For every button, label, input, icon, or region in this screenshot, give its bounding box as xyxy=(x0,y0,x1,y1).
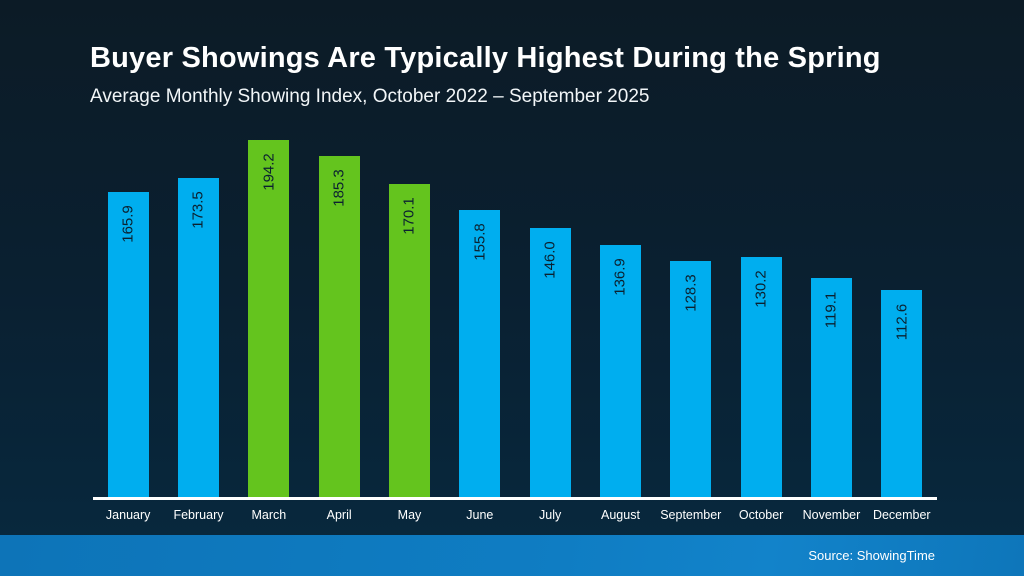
month-label-march: March xyxy=(251,508,287,522)
bar-column-april: 185.3 xyxy=(304,156,374,497)
month-label-october: October xyxy=(738,508,784,522)
bar-january: 165.9 xyxy=(107,192,149,497)
month-labels: January February March April May June July Augu… xyxy=(93,508,937,522)
source-label: Source: ShowingTime xyxy=(808,548,935,563)
month-label-december: December xyxy=(872,508,931,522)
bar-column-may: 170.1 xyxy=(374,184,444,497)
bar-may: 170.1 xyxy=(388,184,430,497)
month-label-september: September xyxy=(660,508,722,522)
month-label-february: February xyxy=(173,508,224,522)
bar-december: 112.6 xyxy=(881,290,923,497)
chart-title: Buyer Showings Are Typically Highest Dur… xyxy=(90,42,881,74)
bar-august: 136.9 xyxy=(599,245,641,497)
bar-value-label-august: 136.9 xyxy=(611,258,629,296)
bar-march: 194.2 xyxy=(248,140,290,497)
bar-column-july: 146.0 xyxy=(515,228,585,497)
bar-column-march: 194.2 xyxy=(234,140,304,497)
x-axis-line xyxy=(93,497,937,500)
footer-bar: Source: ShowingTime xyxy=(0,535,1024,576)
bar-column-february: 173.5 xyxy=(163,178,233,497)
bar-value-label-february: 173.5 xyxy=(189,191,207,229)
bar-value-label-september: 128.3 xyxy=(682,274,700,312)
header: Buyer Showings Are Typically Highest Dur… xyxy=(90,42,950,108)
bar-column-october: 130.2 xyxy=(726,257,796,497)
bars-container: 165.9 173.5 194.2 185.3 170.1 155.8 146.0 136.9… xyxy=(93,130,937,497)
bar-column-june: 155.8 xyxy=(445,210,515,497)
month-label-june: June xyxy=(466,508,494,522)
bar-february: 173.5 xyxy=(177,178,219,497)
bar-column-december: 112.6 xyxy=(867,290,937,497)
bar-june: 155.8 xyxy=(459,210,501,497)
bar-value-label-june: 155.8 xyxy=(471,223,489,261)
month-label-january: January xyxy=(105,508,151,522)
month-label-november: November xyxy=(802,508,861,522)
month-label-july: July xyxy=(539,508,562,522)
month-label-august: August xyxy=(601,508,640,522)
bar-value-label-july: 146.0 xyxy=(541,241,559,279)
bar-april: 185.3 xyxy=(318,156,360,497)
bar-column-august: 136.9 xyxy=(585,245,655,497)
bar-value-label-may: 170.1 xyxy=(400,197,418,235)
month-label-may: May xyxy=(397,508,422,522)
bar-value-label-january: 165.9 xyxy=(119,205,137,243)
bar-column-september: 128.3 xyxy=(656,261,726,497)
bar-chart: 165.9 173.5 194.2 185.3 170.1 155.8 146.0 136.9… xyxy=(93,130,937,497)
bar-value-label-december: 112.6 xyxy=(893,303,911,341)
bar-value-label-march: 194.2 xyxy=(260,153,278,191)
bar-value-label-april: 185.3 xyxy=(330,169,348,207)
bar-october: 130.2 xyxy=(740,257,782,497)
bar-value-label-november: 119.1 xyxy=(822,291,840,329)
bar-column-january: 165.9 xyxy=(93,192,163,497)
month-label-april: April xyxy=(326,508,352,522)
bar-column-november: 119.1 xyxy=(796,278,866,497)
chart-subtitle: Average Monthly Showing Index, October 2… xyxy=(90,86,650,108)
bar-july: 146.0 xyxy=(529,228,571,497)
bar-november: 119.1 xyxy=(810,278,852,497)
bar-september: 128.3 xyxy=(670,261,712,497)
bar-value-label-october: 130.2 xyxy=(752,270,770,308)
